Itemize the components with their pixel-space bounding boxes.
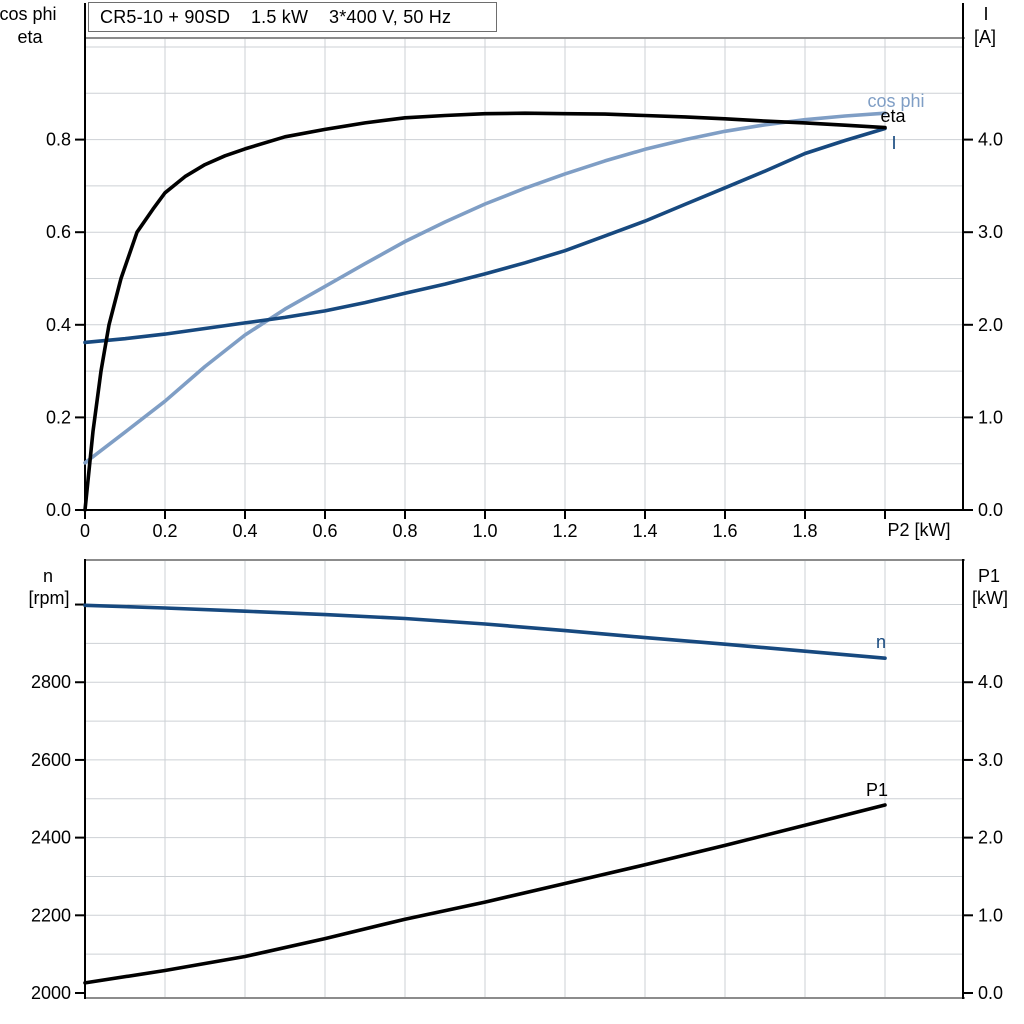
tick-label-x-top: 1.6 bbox=[712, 521, 737, 541]
tick-label-right-top: 1.0 bbox=[978, 407, 1003, 427]
curve-label-cosphi: cos phi bbox=[867, 91, 925, 111]
bottom-right-axis-label-line2: [kW] bbox=[972, 588, 1008, 608]
top-right-axis-label-line2: [A] bbox=[973, 27, 997, 47]
tick-label-left-bottom: 2800 bbox=[31, 672, 71, 692]
x-axis-unit-label: P2 [kW] bbox=[887, 520, 951, 540]
curve-label-p1: P1 bbox=[865, 780, 889, 800]
tick-label-left-bottom: 2200 bbox=[31, 905, 71, 925]
tick-label-x-top: 1.4 bbox=[632, 521, 657, 541]
curve-label-speed: n bbox=[875, 632, 887, 652]
curve-p1 bbox=[83, 803, 887, 985]
tick-label-left-top: 0.6 bbox=[46, 222, 71, 242]
tick-label-left-top: 0.4 bbox=[46, 315, 71, 335]
tick-label-right-bottom: 4.0 bbox=[978, 672, 1003, 692]
bottom-left-axis-label-line2: [rpm] bbox=[28, 588, 70, 608]
tick-label-x-top: 1.0 bbox=[472, 521, 497, 541]
curve-current bbox=[83, 126, 887, 345]
tick-label-x-top: 0 bbox=[80, 521, 90, 541]
tick-label-x-top: 0.8 bbox=[392, 521, 417, 541]
tick-label-x-top: 1.8 bbox=[792, 521, 817, 541]
curve-label-eta: eta bbox=[880, 106, 906, 126]
chart-title-box: CR5-10 + 90SD 1.5 kW 3*400 V, 50 Hz bbox=[88, 2, 497, 32]
tick-label-x-top: 0.6 bbox=[312, 521, 337, 541]
tick-label-left-bottom: 2400 bbox=[31, 828, 71, 848]
curve-label-current: I bbox=[891, 133, 897, 153]
tick-label-left-top: 0.2 bbox=[46, 407, 71, 427]
bottom-right-axis-label-line1: P1 bbox=[977, 566, 1001, 586]
curve-eta bbox=[83, 111, 887, 512]
top-left-axis-label-line2: eta bbox=[17, 27, 43, 47]
top-left-axis-label-line1: cos phi bbox=[0, 4, 57, 24]
tick-label-left-top: 0.8 bbox=[46, 130, 71, 150]
tick-label-x-top: 1.2 bbox=[552, 521, 577, 541]
chart-title: CR5-10 + 90SD 1.5 kW 3*400 V, 50 Hz bbox=[100, 6, 452, 27]
tick-label-right-bottom: 1.0 bbox=[978, 905, 1003, 925]
tick-label-x-top: 0.2 bbox=[152, 521, 177, 541]
tick-label-left-bottom: 2600 bbox=[31, 750, 71, 770]
tick-label-left-top: 0.0 bbox=[46, 500, 71, 520]
curve-cosphi bbox=[83, 111, 887, 465]
tick-label-right-top: 4.0 bbox=[978, 130, 1003, 150]
tick-label-x-top: 0.4 bbox=[232, 521, 257, 541]
tick-label-right-top: 2.0 bbox=[978, 315, 1003, 335]
tick-label-right-top: 3.0 bbox=[978, 222, 1003, 242]
tick-label-right-bottom: 3.0 bbox=[978, 750, 1003, 770]
tick-label-right-bottom: 2.0 bbox=[978, 828, 1003, 848]
bottom-left-axis-label-line1: n bbox=[42, 566, 54, 586]
top-right-axis-label-line1: I bbox=[983, 4, 989, 24]
tick-label-right-top: 0.0 bbox=[978, 500, 1003, 520]
tick-label-left-bottom: 2000 bbox=[31, 983, 71, 1003]
tick-label-right-bottom: 0.0 bbox=[978, 983, 1003, 1003]
curve-speed bbox=[83, 603, 887, 661]
